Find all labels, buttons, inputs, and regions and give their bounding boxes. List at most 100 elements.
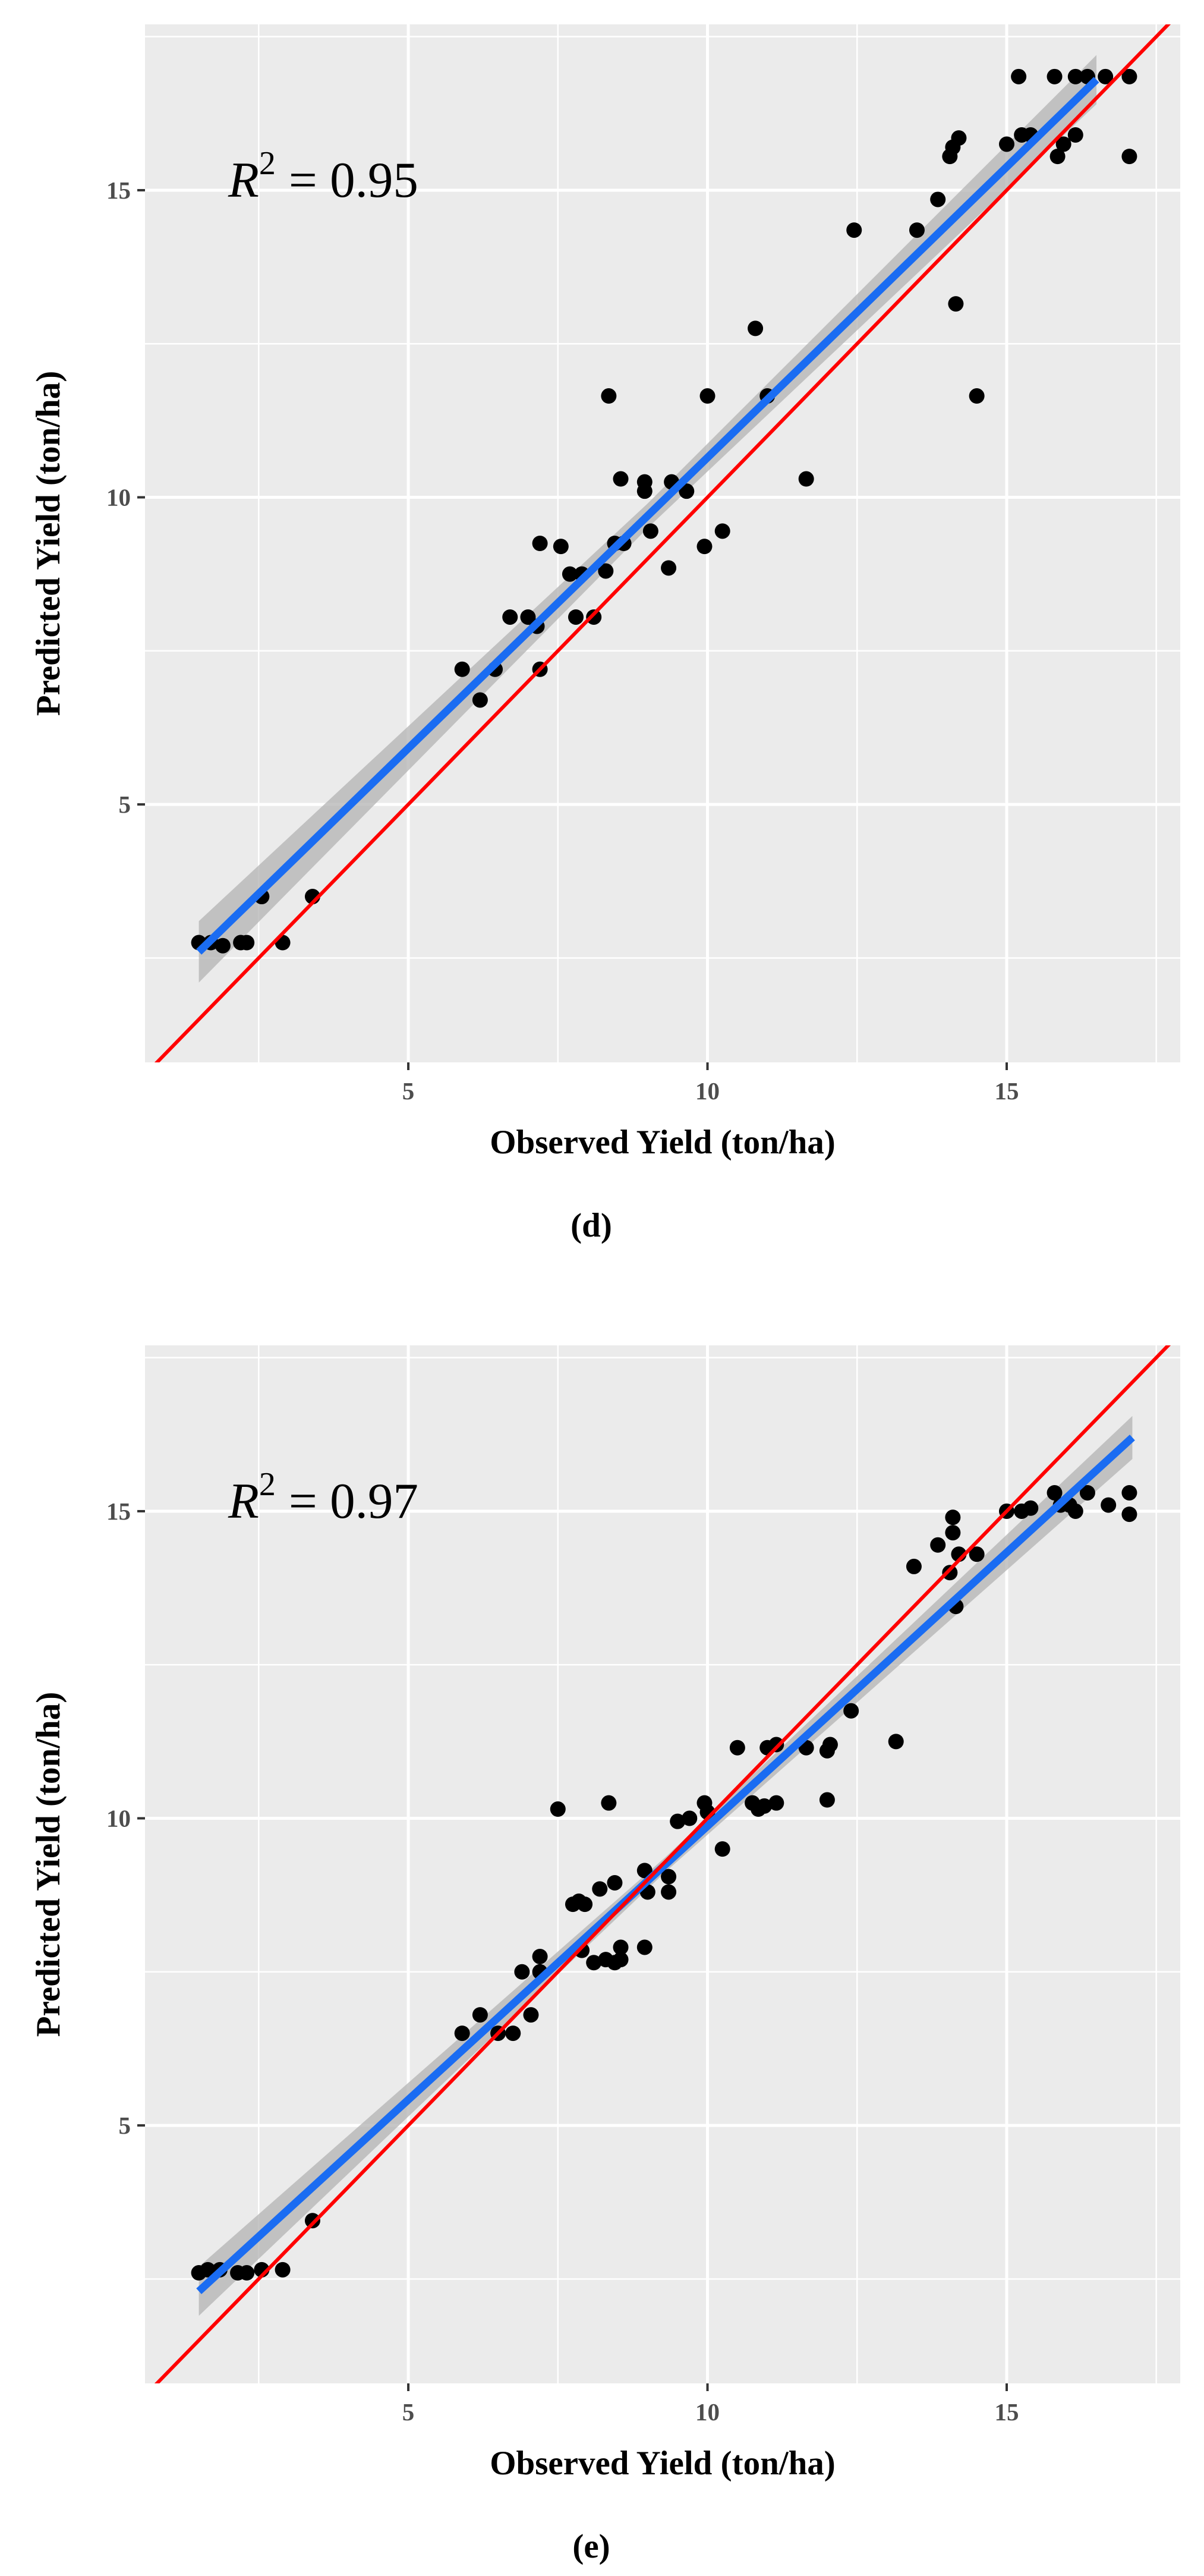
x-tick-label: 5 xyxy=(402,1077,415,1105)
data-point xyxy=(613,1939,629,1955)
data-point xyxy=(906,1558,922,1574)
data-point xyxy=(505,2025,521,2042)
y-tick-label: 5 xyxy=(119,791,131,818)
data-point xyxy=(532,1948,548,1964)
r-superscript: 2 xyxy=(259,145,276,182)
data-point xyxy=(472,2007,488,2023)
x-axis-title: Observed Yield (ton/ha) xyxy=(490,2445,836,2482)
data-point xyxy=(1121,149,1137,165)
y-axis-title: Predicted Yield (ton/ha) xyxy=(30,1692,67,2037)
data-point xyxy=(577,1896,593,1913)
r-squared-annotation: R2 = 0.95 xyxy=(228,145,418,208)
data-point xyxy=(843,1703,859,1719)
y-tick-label: 15 xyxy=(106,177,131,204)
data-point xyxy=(951,130,967,146)
x-tick-label: 15 xyxy=(994,2398,1019,2426)
data-point xyxy=(969,1546,985,1562)
data-point xyxy=(1047,1484,1063,1501)
data-point xyxy=(679,483,695,499)
y-tick-label: 15 xyxy=(106,1498,131,1525)
data-point xyxy=(607,1874,623,1891)
data-point xyxy=(532,536,548,551)
data-point xyxy=(502,609,518,625)
data-point xyxy=(601,388,617,404)
data-point xyxy=(822,1737,838,1753)
data-point xyxy=(1067,127,1083,143)
data-point xyxy=(699,388,716,404)
data-point xyxy=(586,1955,602,1971)
data-point xyxy=(454,2025,470,2042)
data-point xyxy=(682,1810,698,1826)
data-point xyxy=(969,388,985,404)
data-point xyxy=(636,474,653,490)
data-point xyxy=(768,1737,784,1753)
data-point xyxy=(846,222,862,238)
data-point xyxy=(642,523,658,539)
r-squared-annotation: R2 = 0.97 xyxy=(228,1466,418,1529)
data-point xyxy=(1121,1506,1137,1523)
identity-line xyxy=(154,24,1171,1062)
data-point xyxy=(523,2007,539,2023)
data-point xyxy=(454,661,470,677)
fit-line xyxy=(196,1435,1135,2294)
data-point xyxy=(729,1740,745,1756)
data-point xyxy=(636,1939,653,1955)
data-point xyxy=(1047,68,1063,84)
data-point xyxy=(670,1813,686,1829)
x-tick-label: 15 xyxy=(994,1077,1019,1105)
chart-panel-d: 5 10 15 5 10 15 Observed Yield (ton/ha) Predict… xyxy=(30,24,1180,1244)
panel-caption: (e) xyxy=(572,2528,610,2565)
data-point xyxy=(1079,1484,1095,1501)
x-tick-label: 10 xyxy=(695,1077,720,1105)
data-point xyxy=(568,609,584,625)
data-point xyxy=(819,1792,835,1808)
x-tick-label: 5 xyxy=(402,2398,415,2426)
data-point xyxy=(215,938,231,954)
data-point xyxy=(798,471,814,487)
data-point xyxy=(514,1964,530,1980)
data-point xyxy=(930,191,946,207)
x-axis-title: Observed Yield (ton/ha) xyxy=(490,1124,836,1161)
x-tick-label: 10 xyxy=(695,2398,720,2426)
data-point xyxy=(1101,1497,1117,1513)
data-point xyxy=(888,1734,904,1750)
r-symbol: R xyxy=(228,1473,259,1529)
data-point xyxy=(998,136,1014,152)
data-point xyxy=(1011,68,1027,84)
data-point xyxy=(1049,149,1066,165)
data-point xyxy=(472,692,488,708)
plot-area xyxy=(154,24,1171,1062)
y-axis-title: Predicted Yield (ton/ha) xyxy=(30,371,67,716)
data-point xyxy=(757,1798,773,1814)
data-point xyxy=(1121,1484,1137,1501)
data-point xyxy=(304,2213,320,2229)
data-point xyxy=(748,320,764,336)
data-point xyxy=(586,609,602,625)
r-squared-value: = 0.95 xyxy=(289,152,418,208)
data-point xyxy=(945,1525,961,1541)
r-squared-value: = 0.97 xyxy=(289,1473,418,1529)
data-point xyxy=(598,563,614,579)
identity-line xyxy=(154,1345,1171,2383)
data-point xyxy=(714,1841,730,1857)
data-point xyxy=(661,560,677,576)
data-point xyxy=(948,296,964,312)
y-tick-label: 10 xyxy=(106,484,131,511)
data-point xyxy=(714,523,730,539)
panel-caption: (d) xyxy=(571,1207,612,1244)
chart-panel-e: 5 10 15 5 10 15 Observed Yield (ton/ha) Predict… xyxy=(30,1345,1180,2565)
data-point xyxy=(1055,136,1071,152)
plot-area xyxy=(154,1345,1171,2383)
data-point xyxy=(1023,1500,1039,1516)
data-point xyxy=(613,1952,629,1968)
y-tick-label: 10 xyxy=(106,1805,131,1832)
data-point xyxy=(636,1863,653,1879)
data-point xyxy=(275,2262,291,2278)
data-point xyxy=(696,539,713,555)
data-point xyxy=(909,222,925,238)
data-point xyxy=(942,1565,958,1581)
data-point xyxy=(661,1884,677,1900)
data-point xyxy=(239,935,255,951)
data-point xyxy=(553,539,569,555)
